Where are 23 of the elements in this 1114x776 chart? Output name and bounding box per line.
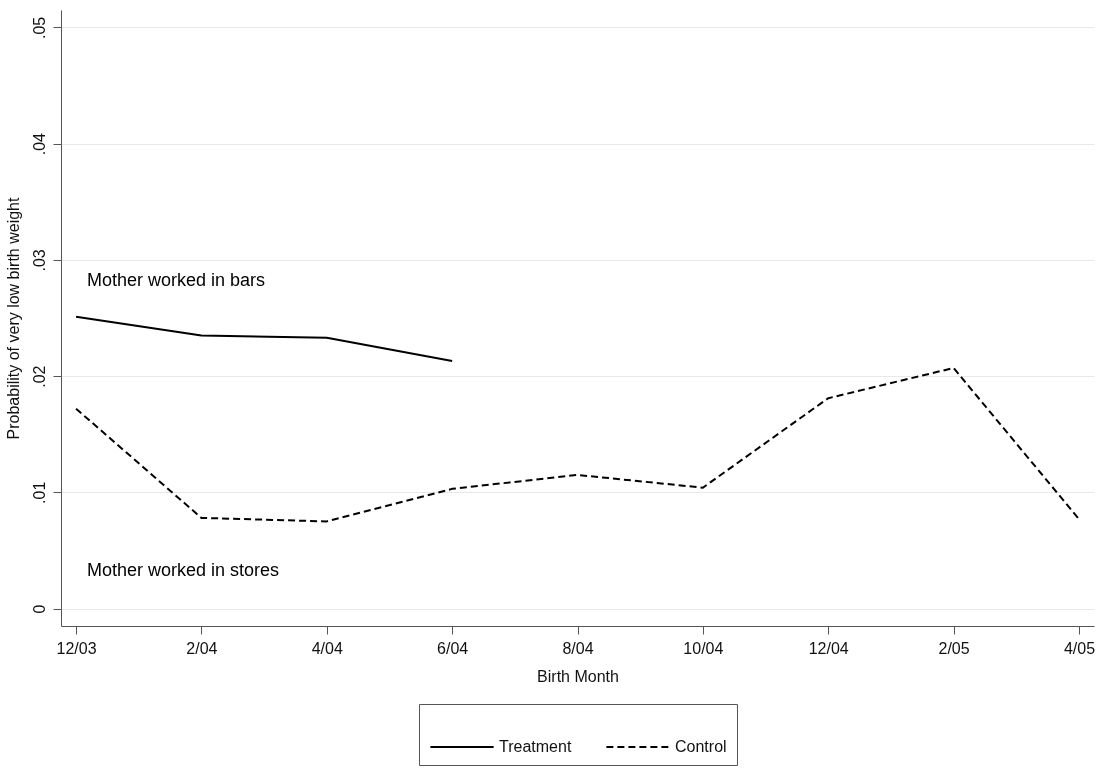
x-tick-label: 10/04	[683, 639, 724, 657]
x-axis-title: Birth Month	[537, 667, 619, 685]
x-tick-label: 2/04	[186, 639, 218, 657]
x-tick-label: 2/05	[938, 639, 970, 657]
x-tick-label: 4/05	[1063, 639, 1096, 657]
y-tick-label: .04	[30, 132, 48, 156]
y-axis-title: Probability of very low birth weight	[4, 197, 22, 440]
line-series	[75, 366, 1080, 523]
legend-label: Control	[675, 738, 727, 755]
y-tick-label: .02	[30, 365, 48, 388]
y-tick-label: .03	[30, 249, 48, 272]
y-tick-label: .05	[30, 16, 48, 40]
x-tick-label: 4/04	[311, 639, 343, 657]
y-tick-label: 0	[30, 604, 48, 614]
x-tick-label: 6/04	[437, 639, 469, 657]
legend-label: Treatment	[499, 738, 572, 755]
x-tick-label: 12/03	[56, 639, 97, 657]
x-tick-label: 8/04	[562, 639, 594, 657]
annotation: Mother worked in stores	[87, 559, 280, 580]
y-tick-label: .01	[30, 481, 48, 504]
annotation: Mother worked in bars	[87, 270, 266, 291]
line-series	[75, 315, 454, 362]
x-tick-label: 12/04	[808, 639, 849, 657]
